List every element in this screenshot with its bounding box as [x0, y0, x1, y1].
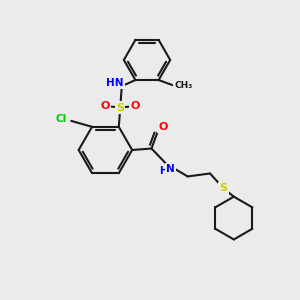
Text: S: S: [116, 103, 124, 112]
Text: CH₃: CH₃: [174, 82, 192, 91]
Text: S: S: [219, 183, 227, 193]
Text: O: O: [130, 101, 140, 111]
Text: H: H: [159, 166, 167, 176]
Text: HN: HN: [106, 77, 124, 88]
Text: Cl: Cl: [55, 113, 67, 124]
Text: O: O: [101, 101, 110, 111]
Text: N: N: [166, 164, 175, 174]
Text: O: O: [158, 122, 168, 132]
